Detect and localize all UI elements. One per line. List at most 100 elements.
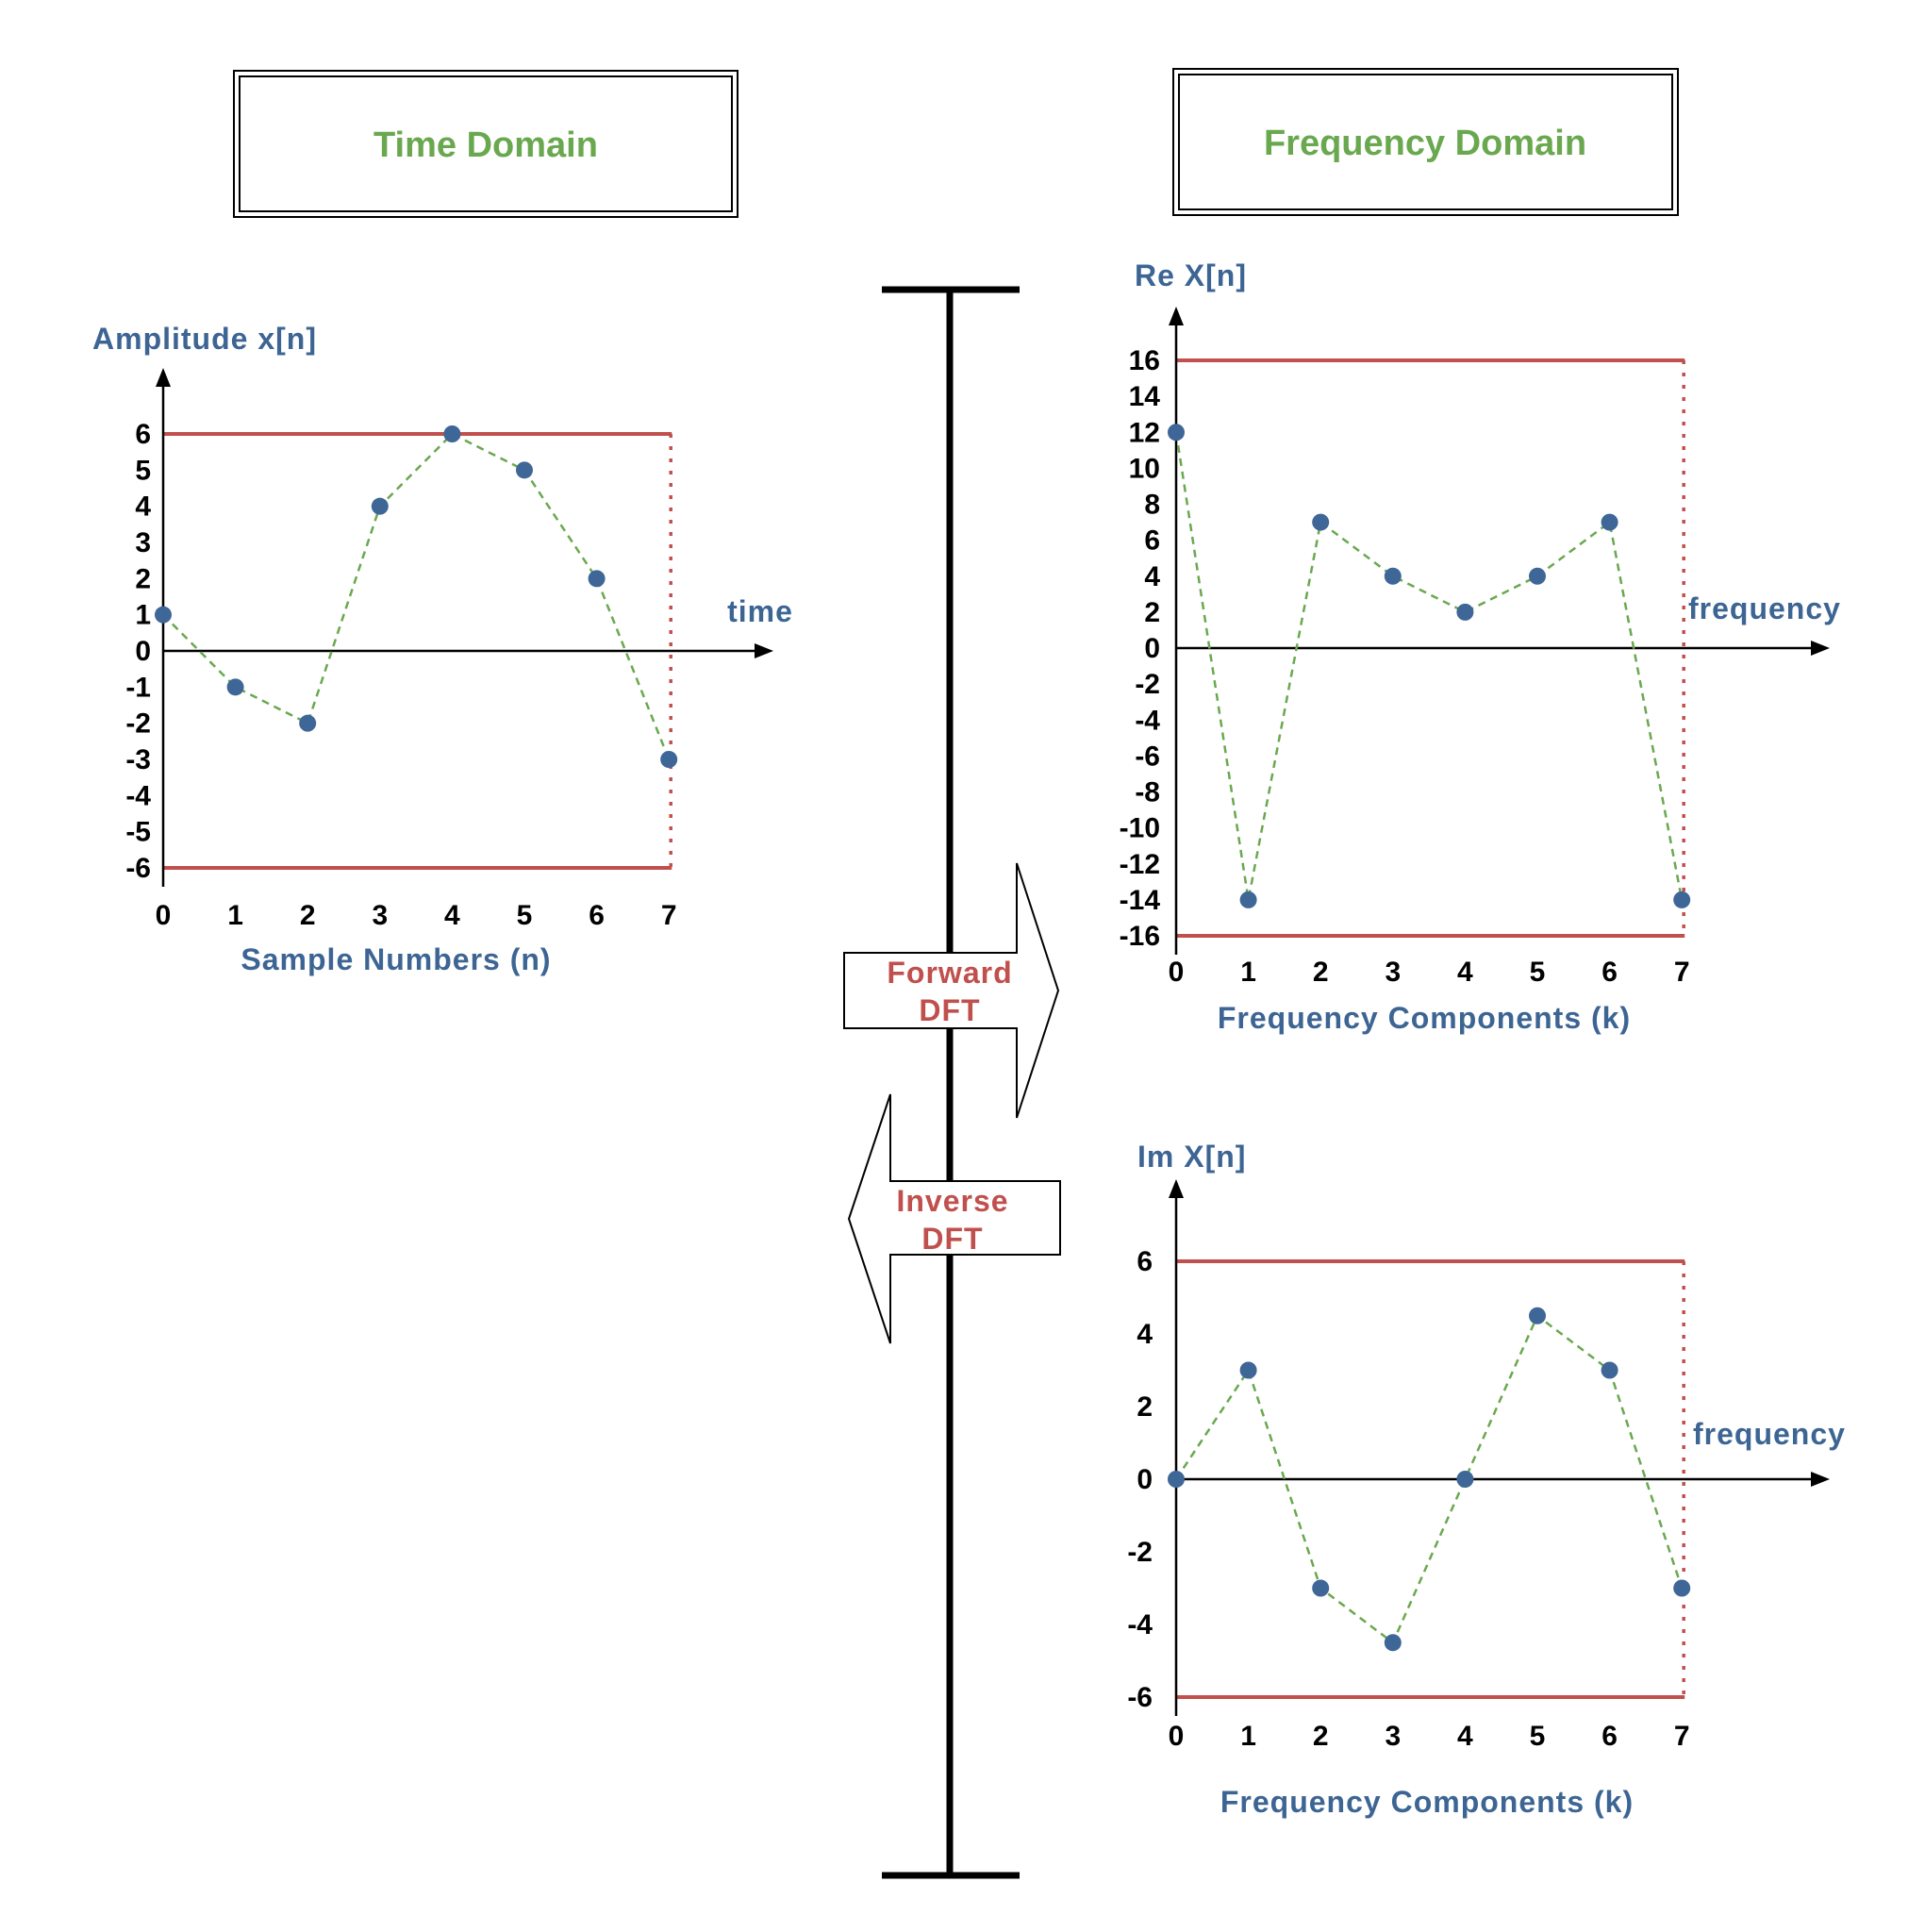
y-tick-label: 2 <box>1137 1391 1153 1423</box>
data-point <box>1312 513 1330 531</box>
x-tick-label: 0 <box>1169 957 1185 988</box>
y-tick-label: -6 <box>1127 1682 1153 1713</box>
data-point <box>371 497 389 515</box>
forward-dft-label-line2: DFT <box>919 993 980 1027</box>
y-tick-label: 14 <box>1129 381 1161 412</box>
data-point <box>1168 1471 1185 1488</box>
x-axis-arrowhead <box>1811 1472 1830 1487</box>
y-tick-label: 4 <box>1137 1319 1153 1350</box>
y-axis-title: Re X[n] <box>1135 258 1247 292</box>
data-point <box>443 425 461 442</box>
data-point <box>1601 513 1618 531</box>
data-point <box>660 751 678 768</box>
data-point <box>1673 1579 1691 1597</box>
y-tick-label: 6 <box>1144 525 1160 557</box>
y-tick-label: -8 <box>1135 777 1160 808</box>
imaginary-part-chart: 6 4 2 0 -2 -4 -6 0 1 2 3 4 5 6 7 Im X[n] Frequency Compo… <box>1127 1140 1846 1819</box>
x-tick-label: 1 <box>1240 1721 1256 1752</box>
x-tick-label: 2 <box>1313 957 1329 988</box>
data-point <box>155 606 172 624</box>
y-tick-label: 3 <box>135 527 151 558</box>
y-tick-label: 16 <box>1129 345 1160 376</box>
y-tick-label: -5 <box>125 817 151 848</box>
y-axis-arrowhead <box>1169 307 1184 325</box>
data-point <box>1384 1634 1402 1652</box>
x-tick-label: 7 <box>1674 1721 1690 1752</box>
x-tick-label: 2 <box>300 900 316 931</box>
x-tick-label: 2 <box>1313 1721 1329 1752</box>
inverse-dft-arrow: Inverse DFT <box>847 1093 1061 1344</box>
y-tick-label: -14 <box>1120 885 1161 916</box>
data-point <box>1239 1361 1257 1379</box>
x-tick-label: 0 <box>1169 1721 1185 1752</box>
series-connector-line <box>162 432 671 760</box>
y-tick-label: 5 <box>135 455 151 486</box>
x-tick-label: 4 <box>1457 957 1473 988</box>
frequency-domain-header: Frequency Domain <box>1172 68 1679 216</box>
x-tick-label: 1 <box>1240 957 1256 988</box>
y-tick-label: -10 <box>1120 813 1160 844</box>
y-axis-title: Amplitude x[n] <box>92 322 317 356</box>
y-tick-label: 0 <box>1144 633 1160 664</box>
data-point <box>1456 603 1474 621</box>
y-axis-title: Im X[n] <box>1137 1140 1246 1174</box>
y-tick-label: 12 <box>1129 417 1160 448</box>
y-axis-arrowhead <box>156 368 171 387</box>
x-axis-arrowhead <box>755 643 773 658</box>
x-tick-label: 7 <box>1674 957 1690 988</box>
time-domain-title: Time Domain <box>373 125 598 165</box>
x-tick-label: 5 <box>1530 957 1546 988</box>
x-axis-end-label: frequency <box>1693 1417 1846 1451</box>
inverse-dft-label-line2: DFT <box>921 1222 983 1256</box>
y-tick-label: -1 <box>125 672 151 703</box>
x-tick-label: 6 <box>1601 957 1618 988</box>
data-point <box>1456 1471 1474 1488</box>
domain-divider <box>882 286 1020 1879</box>
y-tick-label: 0 <box>135 636 151 667</box>
x-axis-end-label: time <box>727 594 793 628</box>
x-tick-label: 3 <box>1385 957 1401 988</box>
data-point <box>516 461 533 479</box>
x-tick-label: 3 <box>372 900 388 931</box>
forward-dft-arrow: Forward DFT <box>843 862 1060 1119</box>
data-point <box>1239 891 1257 908</box>
time-domain-header: Time Domain <box>233 70 738 218</box>
forward-dft-label-line1: Forward <box>887 956 1012 990</box>
y-tick-label: 6 <box>135 419 151 450</box>
x-tick-label: 0 <box>156 900 172 931</box>
data-point <box>1384 567 1402 585</box>
y-tick-label: 2 <box>135 563 151 594</box>
data-point <box>1529 567 1546 585</box>
x-axis-end-label: frequency <box>1688 591 1841 625</box>
x-axis-arrowhead <box>1811 641 1830 656</box>
y-tick-label: -6 <box>1135 741 1160 772</box>
series-connector-line <box>1174 432 1684 901</box>
y-tick-label: 6 <box>1137 1246 1153 1277</box>
x-axis-title: Frequency Components (k) <box>1218 1001 1631 1035</box>
y-tick-label: -4 <box>1135 705 1160 736</box>
y-tick-label: -4 <box>1127 1609 1153 1641</box>
y-tick-label: -3 <box>125 744 151 775</box>
y-tick-label: -2 <box>125 708 151 740</box>
data-point <box>1601 1361 1618 1379</box>
x-tick-label: 6 <box>589 900 605 931</box>
y-tick-label: 1 <box>135 600 151 631</box>
x-tick-label: 3 <box>1385 1721 1401 1752</box>
x-axis-title: Frequency Components (k) <box>1220 1785 1634 1819</box>
y-tick-label: -2 <box>1127 1537 1153 1568</box>
y-tick-label: -6 <box>125 853 151 884</box>
y-tick-label: 4 <box>1144 561 1160 592</box>
x-tick-label: 5 <box>1530 1721 1546 1752</box>
x-axis-title: Sample Numbers (n) <box>241 942 551 976</box>
y-tick-label: 10 <box>1129 453 1160 484</box>
data-point <box>299 714 317 732</box>
data-point <box>226 678 244 696</box>
y-tick-label: -4 <box>125 780 151 811</box>
frequency-domain-title: Frequency Domain <box>1264 124 1586 163</box>
y-tick-label: 4 <box>135 491 151 523</box>
data-point <box>1673 891 1691 908</box>
data-point <box>588 570 606 588</box>
